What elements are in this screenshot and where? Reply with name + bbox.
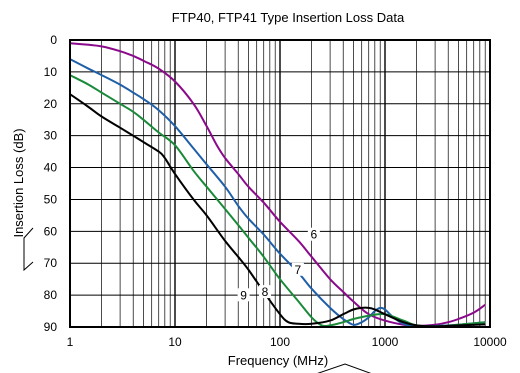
y-tick-labels: 0 10 20 30 40 50 60 70 80 90 [44, 33, 58, 334]
series-line-9 [69, 93, 486, 328]
series-label-bg [307, 227, 320, 241]
y-tick-label: 30 [44, 129, 58, 143]
decorative-strokes [23, 227, 372, 373]
x-tick-label: 10 [168, 335, 182, 349]
y-tick-label: 40 [44, 161, 58, 175]
series-layer [69, 42, 486, 328]
x-tick-label: 10000 [473, 335, 507, 349]
series-label-bg [237, 288, 250, 302]
series-label-9: 9 [240, 288, 247, 302]
y-tick-label: 90 [44, 320, 58, 334]
y-tick-label: 70 [44, 256, 58, 270]
series-line-8 [69, 74, 486, 328]
y-axis-label: Insertion Loss (dB) [11, 128, 26, 237]
x-tick-label: 1000 [372, 335, 399, 349]
y-tick-label: 80 [44, 288, 58, 302]
y-tick-label: 10 [44, 65, 58, 79]
x-tick-label: 100 [270, 335, 290, 349]
series-line-7 [69, 58, 486, 328]
series-label-7: 7 [295, 263, 302, 277]
y-tick-label: 20 [44, 97, 58, 111]
minor-gridlines [101, 40, 486, 327]
y-tick-label: 50 [44, 192, 58, 206]
y-tick-label: 60 [44, 224, 58, 238]
chart-title: FTP40, FTP41 Type Insertion Loss Data [172, 10, 405, 25]
x-axis-label: Frequency (MHz) [228, 353, 328, 368]
series-line-6 [69, 42, 486, 327]
series-label-8: 8 [262, 285, 269, 299]
y-tick-label: 0 [50, 33, 57, 47]
plot-frame [69, 39, 491, 328]
x-tick-labels: 1 10 100 1000 10000 [67, 335, 507, 349]
series-label-bg [291, 262, 304, 276]
series-label-6: 6 [310, 228, 317, 242]
series-label-bg [259, 285, 272, 299]
x-tick-label: 1 [67, 335, 74, 349]
curve-labels: 6 7 8 9 [237, 227, 320, 302]
